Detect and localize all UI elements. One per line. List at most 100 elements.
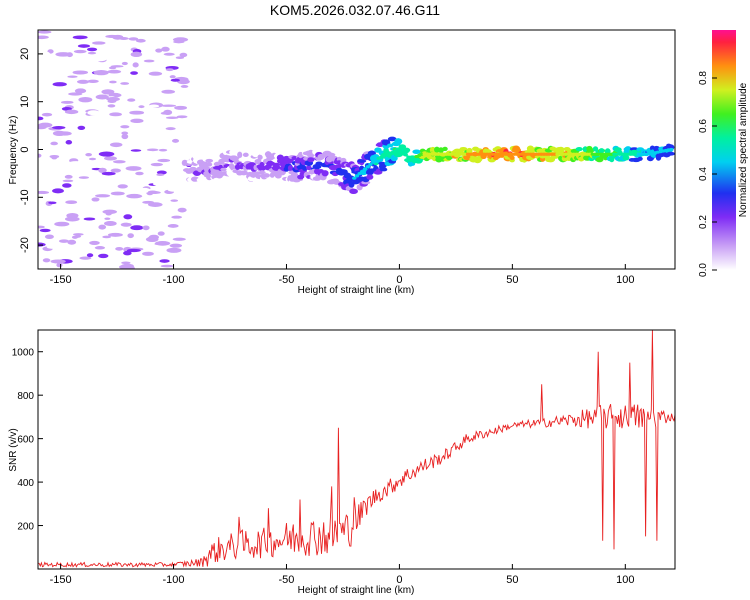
spectrogram-cell — [78, 176, 90, 179]
spectrogram-cell — [170, 199, 179, 202]
spectrogram-cell — [94, 246, 106, 250]
spectrogram-cell — [237, 151, 243, 159]
spectrogram-cell — [55, 68, 62, 74]
spectrogram-cell — [93, 69, 109, 76]
spectrogram-cell — [366, 174, 374, 180]
spectrogram-cell — [302, 165, 308, 171]
spectrogram-cell — [126, 107, 141, 111]
spectrogram-cell — [72, 233, 84, 236]
spectrogram-cell — [135, 38, 146, 43]
spectrogram-cell — [148, 104, 160, 108]
spectrogram-cell — [38, 190, 50, 195]
spectrogram-cell — [42, 251, 50, 256]
spectrogram-cell — [165, 116, 179, 120]
spectrogram-cell — [275, 173, 282, 179]
spectrogram-cell — [340, 157, 347, 163]
spectrogram-cell — [77, 125, 86, 130]
colorbar-tick-label: 0.2 — [698, 215, 709, 229]
spectrogram-cell — [368, 162, 373, 167]
spectrogram-cell — [83, 217, 96, 221]
spectrogram-cell — [72, 245, 80, 249]
x-tick-label: -150 — [50, 574, 72, 586]
x-tick-label: 0 — [396, 574, 402, 586]
spectrogram-cell — [164, 153, 175, 158]
spectrogram-cell — [72, 70, 89, 75]
spectrogram-cell — [315, 161, 323, 166]
spectrogram-cell — [126, 193, 143, 199]
snr-frame — [37, 329, 676, 570]
spectrogram-y-label: Frequency (Hz) — [8, 116, 19, 185]
spectrogram-cell — [412, 149, 421, 155]
spectrogram-cell — [77, 44, 91, 48]
snr-series-line — [38, 330, 675, 569]
spectrogram-cell — [51, 155, 58, 160]
x-tick-label: -100 — [163, 274, 185, 286]
spectrogram-cell — [38, 116, 44, 121]
spectrogram-cell — [257, 154, 263, 160]
spectrogram-cell — [189, 166, 197, 172]
spectrogram-cell — [41, 112, 53, 117]
spectrogram-cell — [400, 150, 406, 155]
spectrogram-cell — [38, 35, 49, 40]
spectrogram-cell — [78, 97, 93, 103]
spectrogram-cell — [162, 184, 175, 189]
spectrogram-cell — [89, 240, 100, 245]
spectrogram-cell — [666, 151, 675, 156]
spectrogram-cell — [92, 41, 106, 45]
spectrogram-cell — [595, 157, 604, 163]
spectrogram-cell — [102, 235, 112, 239]
spectrogram-cell — [365, 165, 370, 169]
spectrogram-cell — [147, 190, 158, 195]
spectrogram-cell — [104, 38, 116, 44]
spectrogram-cell — [153, 225, 163, 230]
spectrogram-cell — [130, 225, 144, 231]
spectrogram-cell — [98, 167, 107, 174]
spectrogram-cell — [156, 173, 165, 177]
spectrogram-cell — [87, 79, 99, 83]
spectrogram-cell — [322, 170, 328, 176]
x-tick-label: 50 — [506, 274, 518, 286]
y-tick-label: 600 — [17, 435, 34, 446]
spectrogram-cell — [107, 69, 122, 74]
x-tick-label: 50 — [506, 574, 518, 586]
spectrogram-cell — [354, 174, 360, 178]
colorbar-gradient — [712, 30, 736, 270]
spectrogram-cell — [121, 61, 128, 66]
spectrogram-cell — [161, 104, 177, 107]
spectrogram-cell — [156, 170, 167, 175]
spectrogram-cell — [297, 174, 305, 180]
spectrogram-cell — [44, 234, 54, 240]
spectrogram-cell — [128, 238, 145, 243]
spectrogram-cell — [157, 158, 171, 163]
spectrogram-cell — [132, 62, 139, 68]
spectrogram-cell — [109, 142, 123, 148]
spectrogram-cell — [72, 35, 88, 40]
y-tick-label: 20 — [19, 48, 31, 60]
spectrogram-cell — [87, 51, 97, 55]
spectrogram-cell — [165, 127, 176, 131]
spectrogram-cell — [86, 47, 98, 52]
y-tick-label: 400 — [17, 478, 34, 489]
spectrogram-cell — [163, 52, 175, 56]
colorbar-tick-label: 0.0 — [698, 263, 709, 277]
spectrogram-cell — [102, 209, 118, 214]
spectrogram-cell — [115, 246, 124, 251]
spectrogram-cell — [74, 88, 87, 94]
spectrogram-cell — [52, 130, 67, 136]
spectrogram-cell — [123, 250, 132, 256]
spectrogram-cell — [65, 164, 76, 169]
spectrogram-cell — [130, 71, 138, 75]
spectrogram-cell — [206, 162, 213, 167]
spectrogram-cell — [48, 201, 57, 205]
spectrogram-cell — [147, 79, 159, 83]
spectrogram-cell — [180, 152, 190, 159]
spectrogram-cell — [156, 100, 169, 103]
spectrogram-cell — [306, 165, 312, 171]
spectrogram-cell — [68, 161, 84, 166]
spectrogram-cell — [152, 182, 165, 186]
spectrogram-cell — [98, 253, 109, 259]
spectrogram-cell — [147, 236, 154, 241]
spectrogram-cell — [403, 153, 408, 157]
spectrogram-cell — [165, 68, 174, 72]
spectrogram-x-label: Height of straight line (km) — [298, 285, 415, 296]
